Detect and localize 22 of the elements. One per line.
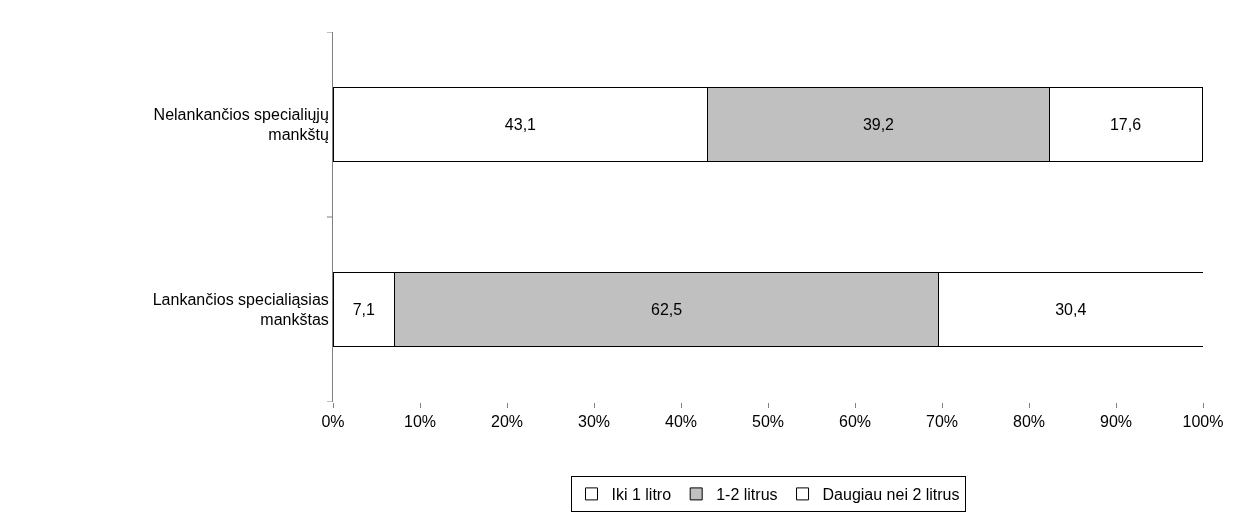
x-tick-label: 80% xyxy=(1012,413,1046,431)
x-tick-label: 10% xyxy=(403,413,437,431)
data-label: 7,1 xyxy=(352,301,376,318)
data-label: 17,6 xyxy=(1109,116,1142,133)
data-label: 43,1 xyxy=(504,116,537,133)
legend-label: 1-2 litrus xyxy=(716,486,778,504)
x-tick-label: 20% xyxy=(490,413,524,431)
x-tick-label: 60% xyxy=(838,413,872,431)
y-tick-label: Nelankančios specialiųjų mankštų xyxy=(153,105,329,144)
legend-label: Daugiau nei 2 litrus xyxy=(822,486,960,504)
x-tick-label: 90% xyxy=(1099,413,1133,431)
x-tick-label: 70% xyxy=(925,413,959,431)
y-tick-label: Lankančios specialiąsias mankštas xyxy=(152,290,329,329)
x-tick-label: 40% xyxy=(664,413,698,431)
legend-label: Iki 1 litro xyxy=(611,486,672,504)
x-tick-label: 100% xyxy=(1182,413,1224,431)
data-label: 30,4 xyxy=(1055,301,1087,318)
x-tick-label: 50% xyxy=(751,413,785,431)
x-tick-label: 0% xyxy=(321,413,345,431)
data-label: 39,2 xyxy=(862,116,895,133)
x-tick-label: 30% xyxy=(577,413,611,431)
data-label: 62,5 xyxy=(651,301,683,318)
